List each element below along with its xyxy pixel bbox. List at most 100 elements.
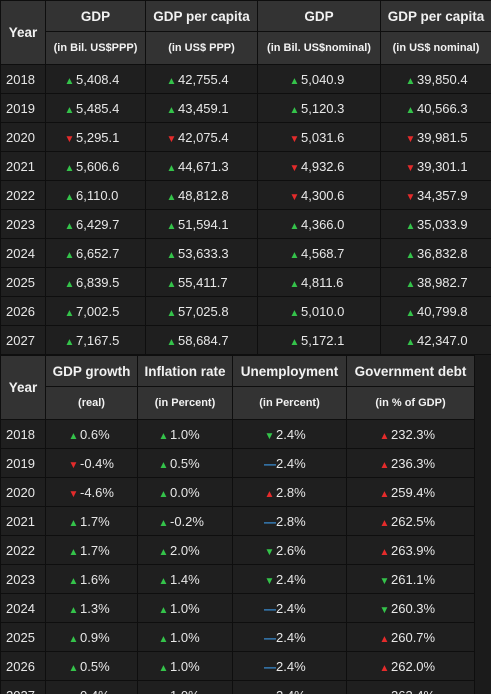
value-cell: ▲ 4,811.6 — [257, 267, 381, 297]
green-up-triangle-icon: ▲ — [158, 517, 169, 529]
green-up-triangle-icon: ▲ — [64, 278, 75, 290]
green-up-triangle-icon: ▲ — [289, 220, 300, 232]
value-text: 55,411.7 — [178, 274, 228, 290]
year-cell: 2024 — [0, 238, 46, 268]
red-down-triangle-icon: ▼ — [405, 162, 416, 174]
green-up-triangle-icon: ▲ — [64, 249, 75, 261]
green-down-triangle-icon: ▼ — [264, 546, 275, 558]
value-cell: ▲1.0% — [137, 622, 233, 652]
value-cell: ▲ 262.5% — [346, 506, 475, 536]
value-cell: ▲ 48,812.8 — [145, 180, 258, 210]
value-text: 2.0% — [170, 542, 200, 558]
year-cell: 2026 — [0, 296, 46, 326]
value-text: 262.5% — [391, 513, 436, 529]
value-cell: ▲ 7,167.5 — [45, 325, 146, 355]
value-text: 39,301.1 — [417, 158, 468, 174]
value-cell: ▼ 260.3% — [346, 593, 475, 623]
green-up-triangle-icon: ▲ — [405, 336, 416, 348]
green-up-triangle-icon: ▲ — [68, 575, 79, 587]
green-up-triangle-icon: ▲ — [289, 278, 300, 290]
gdp-ppp-header: GDP — [45, 0, 146, 32]
value-cell: ▲ 2.0% — [137, 535, 233, 565]
value-cell: ▲1.0% — [137, 651, 233, 681]
red-up-triangle-icon: ▲ — [379, 662, 390, 674]
value-text: -4.6% — [80, 484, 114, 500]
value-cell: ▲ 39,850.4 — [380, 64, 491, 94]
value-text: 1.3% — [80, 600, 110, 616]
table-row: 2019 ▲ 5,485.4 ▲ 43,459.1 ▲ 5,120.3 ▲ 40,566.3 — [0, 93, 491, 123]
value-cell: ▲ 0.5% — [45, 651, 138, 681]
gdp-growth-header: GDP growth — [45, 355, 138, 387]
gdp-growth-unit: (real) — [45, 386, 138, 420]
green-up-triangle-icon: ▲ — [166, 220, 177, 232]
value-text: 5,172.1 — [301, 332, 345, 348]
year-cell: 2027 — [0, 325, 46, 355]
value-text: 38,982.7 — [417, 274, 468, 290]
value-cell: ▲ 1.4% — [137, 564, 233, 594]
value-text: 35,033.9 — [417, 216, 468, 232]
value-cell: ▲ 42,755.4 — [145, 64, 258, 94]
value-cell: ▲ 57,025.8 — [145, 296, 258, 326]
value-cell: ▼ 39,981.5 — [380, 122, 491, 152]
value-cell: ▲ 6,839.5 — [45, 267, 146, 297]
value-text: 39,981.5 — [417, 129, 468, 145]
blue-dash-icon: — — [264, 689, 276, 694]
value-cell: ▲ 6,429.7 — [45, 209, 146, 239]
value-text: 0.0% — [170, 484, 200, 500]
year-cell: 2018 — [0, 64, 46, 94]
green-up-triangle-icon: ▲ — [158, 604, 169, 616]
value-text: 1.0% — [170, 629, 200, 645]
value-text: 44,671.3 — [178, 158, 229, 174]
value-cell: ▲ 6,110.0 — [45, 180, 146, 210]
value-cell: ▲ 5,485.4 — [45, 93, 146, 123]
value-text: 57,025.8 — [178, 303, 229, 319]
value-text: 2.4% — [276, 629, 306, 645]
value-text: 263.4% — [391, 688, 435, 694]
value-cell: ▲ 259.4% — [346, 477, 475, 507]
value-cell: ▼ 4,932.6 — [257, 151, 381, 181]
green-up-triangle-icon: ▲ — [68, 517, 79, 529]
table-row: 2027▲0.4%▲1.0%—2.4%▲263.4% — [0, 680, 475, 694]
value-text: 39,850.4 — [417, 71, 468, 87]
red-down-triangle-icon: ▼ — [289, 133, 300, 145]
table-row: 2027 ▲ 7,167.5 ▲ 58,684.7 ▲ 5,172.1 ▲ 42,347.0 — [0, 325, 491, 355]
gdp-per-capita-ppp-unit: (in US$ PPP) — [145, 31, 258, 65]
value-text: 5,040.9 — [301, 71, 345, 87]
value-text: 6,110.0 — [76, 187, 119, 203]
value-cell: ▲ 1.7% — [45, 535, 138, 565]
red-down-triangle-icon: ▼ — [64, 133, 75, 145]
value-text: 2.4% — [276, 658, 306, 674]
table-row: 2026 ▲ 7,002.5 ▲ 57,025.8 ▲ 5,010.0 ▲ 40,799.8 — [0, 296, 491, 326]
table-row: 2021 ▲ 1.7% ▲ -0.2% —2.8% ▲ 262.5% — [0, 506, 475, 536]
table-row: 2022 ▲ 6,110.0 ▲ 48,812.8 ▼ 4,300.6 ▼ 34,357.9 — [0, 180, 491, 210]
table-row: 2023 ▲ 6,429.7 ▲ 51,594.1 ▲ 4,366.0 ▲ 35,033.9 — [0, 209, 491, 239]
green-up-triangle-icon: ▲ — [68, 430, 79, 442]
value-text: 4,932.6 — [301, 158, 345, 174]
red-up-triangle-icon: ▲ — [264, 488, 275, 500]
value-text: 261.1% — [391, 571, 436, 587]
value-text: 36,832.8 — [417, 245, 468, 261]
value-text: 6,652.7 — [76, 245, 120, 261]
value-text: 5,010.0 — [301, 303, 345, 319]
table-row: 2026 ▲ 0.5% ▲ 1.0% —2.4% ▲ 262.0% — [0, 651, 475, 681]
red-up-triangle-icon: ▲ — [379, 488, 390, 500]
value-text: 4,811.6 — [301, 274, 344, 290]
value-cell: ▲ 55,411.7 — [145, 267, 258, 297]
value-cell: —2.4% — [232, 622, 347, 652]
green-up-triangle-icon: ▲ — [166, 249, 177, 261]
year-cell: 2023 — [0, 209, 46, 239]
value-text: 2.8% — [276, 513, 306, 529]
value-cell: —2.4% — [232, 593, 347, 623]
red-up-triangle-icon: ▲ — [379, 430, 390, 442]
green-up-triangle-icon: ▲ — [68, 662, 79, 674]
value-text: 2.4% — [276, 600, 306, 616]
value-cell: ▲ 44,671.3 — [145, 151, 258, 181]
value-cell: ▼ 5,031.6 — [257, 122, 381, 152]
value-cell: ▲ 236.3% — [346, 448, 475, 478]
gdp-ppp-unit: (in Bil. US$PPP) — [45, 31, 146, 65]
value-cell: ▲ 1.7% — [45, 506, 138, 536]
table-row: 2025 ▲ 6,839.5 ▲ 55,411.7 ▲ 4,811.6 ▲ 38,982.7 — [0, 267, 491, 297]
table-row: 2020 ▼ 5,295.1 ▼ 42,075.4 ▼ 5,031.6 ▼ 39,981.5 — [0, 122, 491, 152]
value-cell: ▲ 5,172.1 — [257, 325, 381, 355]
economic-indicators-table: Year GDP growth Inflation rate Unemploym… — [0, 355, 475, 694]
